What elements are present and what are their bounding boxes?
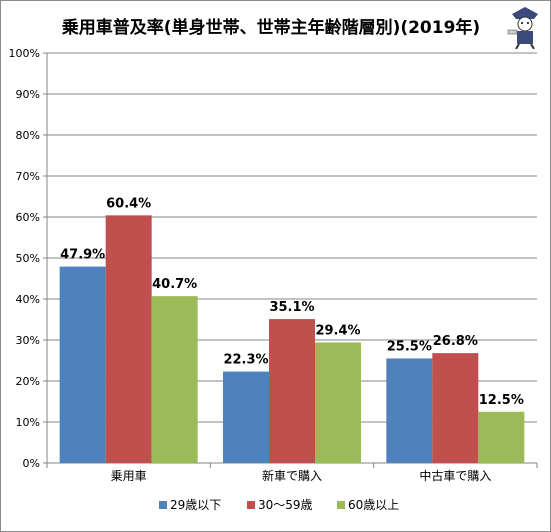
bar <box>223 371 269 463</box>
legend-swatch <box>159 501 167 509</box>
y-tick-label: 40% <box>16 293 40 306</box>
y-tick-label: 100% <box>9 47 40 60</box>
data-label: 29.4% <box>315 323 360 338</box>
data-label: 35.1% <box>269 300 314 315</box>
bar <box>151 296 198 463</box>
bar <box>315 342 361 463</box>
data-label: 12.5% <box>479 393 524 408</box>
bar <box>59 266 106 463</box>
data-label: 60.4% <box>106 196 151 211</box>
y-tick-label: 20% <box>16 375 40 388</box>
x-category-label: 中古車で購入 <box>419 468 491 483</box>
y-tick-label: 30% <box>16 334 40 347</box>
data-label: 25.5% <box>387 339 432 354</box>
y-tick-label: 50% <box>16 252 40 265</box>
y-tick-label: 80% <box>16 129 40 142</box>
legend-label: 29歳以下 <box>170 498 221 512</box>
legend-label: 60歳以上 <box>348 498 399 512</box>
y-tick-label: 60% <box>16 211 40 224</box>
x-category-label: 新車で購入 <box>262 468 322 483</box>
y-tick-label: 70% <box>16 170 40 183</box>
chart-title: 乗用車普及率(単身世帯、世帯主年齢階層別)(2019年) <box>61 18 481 38</box>
bar <box>269 319 315 463</box>
legend-swatch <box>247 501 255 509</box>
legend-label: 30〜59歳 <box>258 498 313 512</box>
data-label: 22.3% <box>223 353 268 368</box>
bar <box>432 353 479 463</box>
bar <box>386 358 433 463</box>
data-label: 47.9% <box>60 248 105 263</box>
legend-swatch <box>337 501 345 509</box>
y-tick-label: 0% <box>23 457 40 470</box>
y-tick-label: 90% <box>16 88 40 101</box>
y-tick-label: 10% <box>16 416 40 429</box>
bar <box>105 215 152 463</box>
data-label: 26.8% <box>433 334 478 349</box>
mascot-icon <box>507 7 538 49</box>
bar <box>478 411 525 463</box>
x-category-label: 乗用車 <box>111 469 147 483</box>
data-label: 40.7% <box>152 277 197 292</box>
